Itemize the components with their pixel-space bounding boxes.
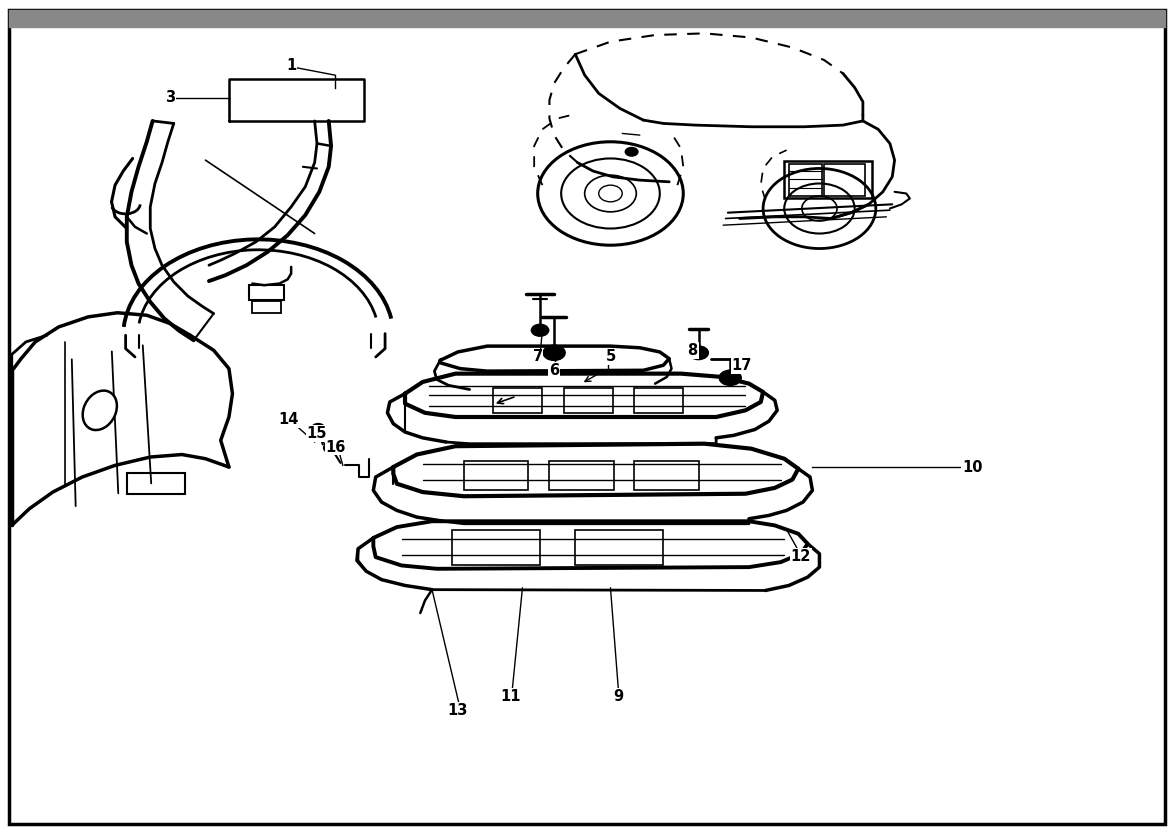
Circle shape [688,345,709,360]
Bar [575,530,663,565]
Text: 17: 17 [731,358,753,373]
Text: 16: 16 [325,440,346,455]
Bar [549,461,614,490]
Bar [452,530,540,565]
Text: 7: 7 [533,349,542,364]
Text: 13: 13 [447,703,468,718]
Text: 6: 6 [549,363,559,378]
Text: 10: 10 [962,460,983,475]
Bar [634,388,683,413]
Bar [784,161,872,198]
Circle shape [542,344,566,361]
Bar [564,388,613,413]
Text: 9: 9 [614,689,623,704]
Circle shape [718,369,742,386]
Bar [252,301,281,313]
Text: 14: 14 [278,412,299,427]
Bar [824,164,865,196]
Circle shape [311,423,325,433]
Ellipse shape [82,390,117,430]
Text: 8: 8 [688,343,697,358]
Bar [493,388,542,413]
Circle shape [625,147,639,157]
Text: 1: 1 [286,58,296,73]
Text: 12: 12 [790,549,811,564]
Bar [789,164,822,196]
Text: 11: 11 [500,689,521,704]
Bar [127,473,185,494]
Text: 15: 15 [306,426,328,441]
Bar [464,461,528,490]
Text: 3: 3 [166,90,175,105]
Bar [634,461,699,490]
Circle shape [531,324,549,337]
Bar [249,285,284,300]
Circle shape [323,442,339,454]
Text: 5: 5 [606,349,615,364]
